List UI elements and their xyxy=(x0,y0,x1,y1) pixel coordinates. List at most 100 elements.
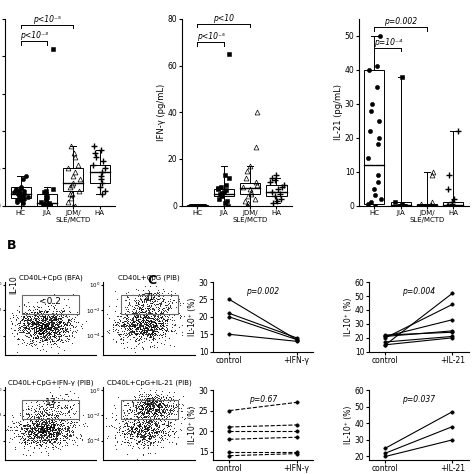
Point xyxy=(33,323,40,331)
Point xyxy=(136,395,144,402)
Point xyxy=(127,335,134,342)
Point xyxy=(127,331,134,338)
Point xyxy=(148,324,155,331)
Point xyxy=(144,408,152,415)
Point xyxy=(144,407,152,414)
Point xyxy=(138,435,146,443)
Point xyxy=(47,435,55,443)
Point xyxy=(113,438,121,445)
Point xyxy=(164,422,172,429)
Point xyxy=(36,433,43,440)
Point xyxy=(39,314,46,321)
Point xyxy=(41,436,48,443)
Point xyxy=(68,428,76,436)
Point xyxy=(42,313,49,320)
Point xyxy=(48,316,55,324)
Point xyxy=(46,429,54,437)
Point xyxy=(152,410,159,418)
Point xyxy=(11,444,19,451)
Point xyxy=(167,292,175,300)
Point xyxy=(146,420,154,428)
Point xyxy=(52,413,59,420)
Point xyxy=(124,288,132,296)
Point xyxy=(146,404,154,411)
Point xyxy=(155,318,163,325)
Point xyxy=(157,411,164,419)
Point xyxy=(119,322,127,329)
Point xyxy=(137,410,144,417)
Point xyxy=(36,329,43,337)
Point xyxy=(126,431,134,439)
Point xyxy=(51,320,58,328)
Point xyxy=(31,432,39,439)
Point xyxy=(38,328,46,336)
Point xyxy=(176,312,184,319)
Point xyxy=(43,332,51,339)
Point xyxy=(29,421,37,429)
Point xyxy=(64,419,71,427)
Point xyxy=(138,303,146,311)
Point xyxy=(47,414,55,421)
Point xyxy=(118,322,125,330)
Point xyxy=(152,327,159,334)
Point xyxy=(163,301,170,309)
Point xyxy=(137,327,145,334)
Point xyxy=(13,418,20,426)
Point xyxy=(39,319,46,327)
Point xyxy=(120,313,128,321)
Point xyxy=(153,338,160,346)
Point xyxy=(143,419,151,426)
Point xyxy=(62,337,69,344)
Point xyxy=(43,316,50,323)
Point xyxy=(28,434,36,442)
Point xyxy=(59,322,67,330)
Point xyxy=(164,400,171,408)
Point xyxy=(139,315,147,322)
Point xyxy=(135,302,142,310)
Point xyxy=(46,316,53,324)
Point xyxy=(155,408,163,416)
Point xyxy=(20,312,28,319)
Point xyxy=(44,417,51,425)
Point xyxy=(152,426,160,433)
Point xyxy=(36,308,43,316)
Point xyxy=(18,339,26,347)
Point xyxy=(128,322,136,330)
Point xyxy=(27,428,35,436)
Point xyxy=(63,429,70,437)
Point xyxy=(139,316,146,323)
Point xyxy=(139,406,146,413)
Point xyxy=(45,424,53,432)
Point xyxy=(51,313,58,320)
Point xyxy=(32,340,40,348)
Point xyxy=(132,401,140,409)
Point xyxy=(46,318,54,326)
Point xyxy=(128,427,136,434)
Point xyxy=(36,433,44,441)
Point xyxy=(54,428,61,436)
Point xyxy=(26,421,34,428)
Point xyxy=(134,323,142,331)
Point xyxy=(150,314,157,322)
Point xyxy=(40,315,47,322)
Point xyxy=(150,335,158,342)
Point xyxy=(55,321,62,329)
Point xyxy=(135,311,142,319)
Point xyxy=(159,405,166,412)
Point xyxy=(48,318,55,326)
Point xyxy=(161,311,168,319)
Point xyxy=(155,317,163,325)
Point xyxy=(38,424,46,432)
Point xyxy=(38,342,46,350)
Point xyxy=(43,319,51,327)
Point xyxy=(137,421,144,428)
Point xyxy=(38,422,46,429)
Point xyxy=(142,416,150,423)
Point xyxy=(93,300,101,308)
Point xyxy=(160,309,167,317)
Point xyxy=(154,394,162,402)
Point xyxy=(50,420,58,428)
Point xyxy=(148,326,156,334)
Point xyxy=(120,322,128,329)
Point xyxy=(142,433,149,440)
